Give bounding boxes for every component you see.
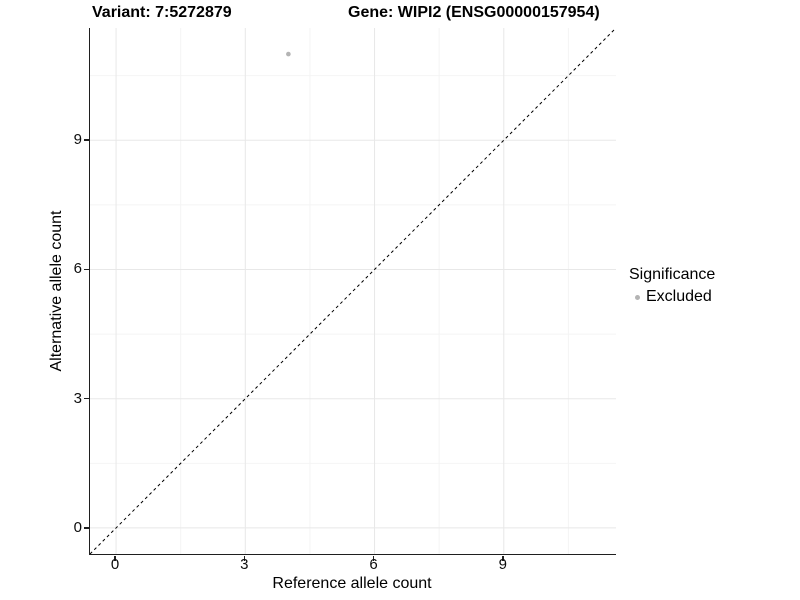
legend-entry-label: Excluded	[646, 288, 712, 305]
plot-canvas	[90, 28, 616, 554]
x-axis-tick-label: 0	[110, 556, 120, 573]
plot-panel	[89, 28, 616, 555]
x-axis-tick-mark	[502, 555, 504, 561]
y-axis-tick-mark	[84, 397, 89, 400]
y-axis-tick-mark	[84, 527, 89, 529]
y-axis-tick-label: 0	[73, 518, 82, 536]
data-point	[286, 51, 291, 57]
legend-entries: Excluded	[629, 288, 799, 306]
y-axis-tick-label: 6	[73, 260, 82, 278]
plot-title-variant: Variant: 7:5272879	[92, 4, 232, 21]
x-axis-tick-mark	[114, 555, 116, 561]
y-axis-tick-mark	[84, 268, 89, 271]
x-axis-title: Reference allele count	[272, 575, 432, 592]
legend-title: Significance	[629, 266, 716, 283]
legend-entry: Excluded	[629, 288, 799, 306]
y-axis-title-text: Alternative allele count	[48, 210, 65, 372]
plot-title-gene: Gene: WIPI2 (ENSG00000157954)	[348, 4, 600, 21]
y-axis-tick-mark	[84, 139, 89, 141]
x-axis-tick-label: 3	[240, 556, 249, 573]
x-axis-tick-mark	[372, 555, 375, 561]
legend: Significance Excluded	[629, 266, 799, 306]
x-axis-tick-label: 9	[498, 556, 507, 573]
identity-line	[90, 28, 616, 554]
legend-key-dot-icon	[635, 294, 640, 300]
y-axis-tick-label: 3	[73, 389, 82, 407]
x-axis-tick-mark	[243, 555, 246, 561]
y-axis-tick-label: 9	[73, 131, 82, 149]
x-axis-tick-label: 6	[369, 556, 378, 573]
